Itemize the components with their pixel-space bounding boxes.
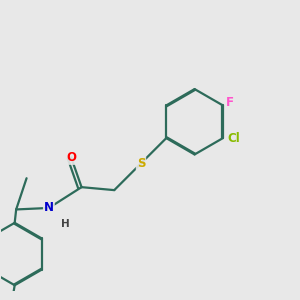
Text: Cl: Cl (227, 132, 240, 145)
Text: F: F (226, 96, 234, 109)
Text: N: N (44, 202, 54, 214)
Text: H: H (61, 219, 70, 229)
Text: S: S (137, 157, 145, 170)
Text: O: O (66, 151, 76, 164)
